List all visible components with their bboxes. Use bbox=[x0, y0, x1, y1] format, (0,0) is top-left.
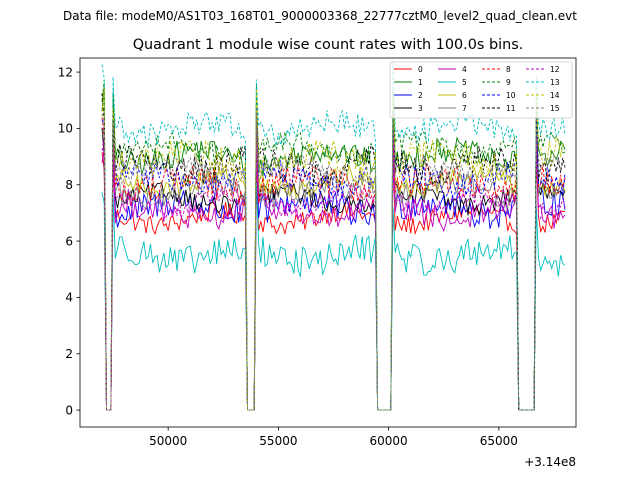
y-tick-label: 0 bbox=[65, 403, 73, 417]
series-layer bbox=[101, 60, 566, 411]
series-line-12 bbox=[101, 129, 566, 411]
series-line-2 bbox=[101, 142, 566, 411]
x-tick-label: 65000 bbox=[480, 434, 518, 448]
series-line-5 bbox=[101, 182, 566, 411]
y-axis-ticks: 0 2 4 6 8 10 12 bbox=[58, 65, 80, 417]
legend-label-8: 8 bbox=[506, 65, 511, 74]
x-tick-label: 60000 bbox=[370, 434, 408, 448]
series-line-8 bbox=[101, 117, 566, 411]
legend-frame bbox=[389, 61, 573, 119]
series-line-0 bbox=[101, 148, 566, 411]
chart-title: Quadrant 1 module wise count rates with … bbox=[133, 37, 524, 53]
series-line-11 bbox=[101, 93, 566, 411]
series-line-1 bbox=[101, 85, 566, 411]
legend-label-1: 1 bbox=[418, 78, 423, 87]
x-tick-label: 55000 bbox=[259, 434, 297, 448]
axes-frame bbox=[79, 57, 577, 428]
legend-label-6: 6 bbox=[462, 91, 467, 100]
y-tick-label: 12 bbox=[58, 65, 73, 79]
legend-label-10: 10 bbox=[506, 91, 516, 100]
series-line-14 bbox=[101, 88, 566, 411]
legend-label-9: 9 bbox=[506, 78, 511, 87]
legend-label-15: 15 bbox=[550, 104, 560, 113]
series-line-9 bbox=[101, 79, 566, 411]
legend-label-11: 11 bbox=[506, 104, 516, 113]
legend-label-14: 14 bbox=[550, 91, 560, 100]
x-axis-offset-label: +3.14e8 bbox=[524, 455, 576, 469]
legend-label-3: 3 bbox=[418, 104, 423, 113]
series-line-13 bbox=[101, 60, 566, 411]
series-line-7 bbox=[101, 123, 566, 411]
figure-suptitle: Data file: modeM0/AS1T03_168T01_90000033… bbox=[63, 9, 577, 23]
x-axis-ticks: 50000 55000 60000 65000 bbox=[149, 427, 518, 448]
legend-label-12: 12 bbox=[550, 65, 560, 74]
legend-label-0: 0 bbox=[418, 65, 423, 74]
y-tick-label: 4 bbox=[65, 291, 73, 305]
y-tick-label: 2 bbox=[65, 347, 73, 361]
legend-label-2: 2 bbox=[418, 91, 423, 100]
y-tick-label: 6 bbox=[65, 234, 73, 248]
series-line-4 bbox=[101, 147, 566, 411]
legend-label-5: 5 bbox=[462, 78, 467, 87]
series-line-6 bbox=[101, 106, 566, 411]
series-line-15 bbox=[101, 106, 566, 411]
y-tick-label: 8 bbox=[65, 178, 73, 192]
legend-label-7: 7 bbox=[462, 104, 467, 113]
y-tick-label: 10 bbox=[58, 122, 73, 136]
legend-label-13: 13 bbox=[550, 78, 560, 87]
x-tick-label: 50000 bbox=[149, 434, 187, 448]
legend-label-4: 4 bbox=[462, 65, 467, 74]
